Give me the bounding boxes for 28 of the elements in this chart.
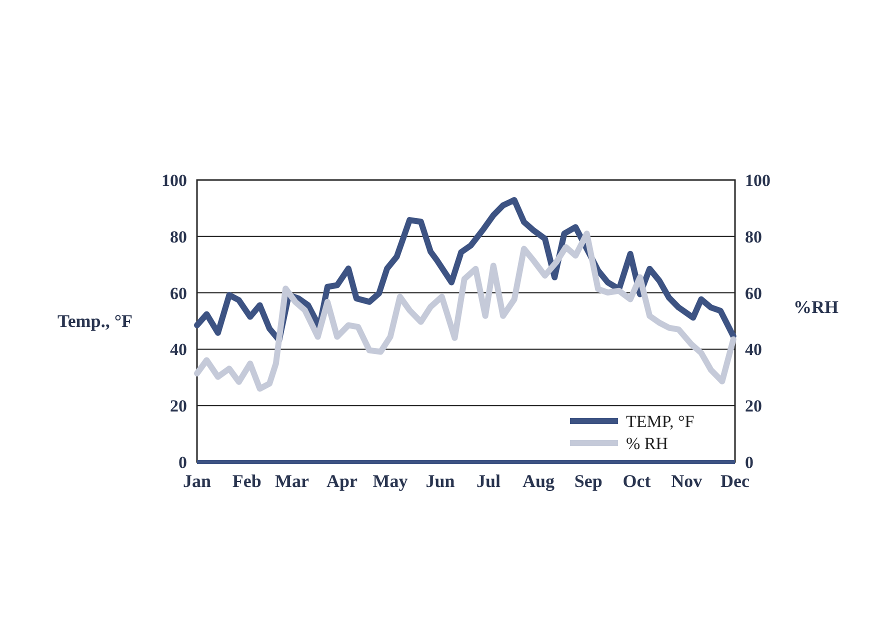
x-tick-label: May xyxy=(372,471,408,491)
y2-axis-title: %RH xyxy=(794,297,838,317)
y2-tick-label: 80 xyxy=(745,227,762,246)
legend-label: % RH xyxy=(626,434,668,453)
y2-tick-label: 0 xyxy=(745,453,754,472)
x-tick-label: Aug xyxy=(522,471,554,491)
y-tick-label: 20 xyxy=(170,396,187,416)
legend-label: TEMP, °F xyxy=(626,412,694,431)
y-axis-title: Temp., °F xyxy=(57,311,133,331)
x-tick-label: Sep xyxy=(574,471,602,491)
y-tick-label: 60 xyxy=(170,284,187,303)
y2-tick-label: 20 xyxy=(745,396,762,416)
x-tick-label: Jan xyxy=(182,471,212,491)
x-tick-label: Mar xyxy=(275,471,310,491)
y2-tick-label: 40 xyxy=(745,340,762,360)
y-tick-label: 100 xyxy=(162,171,187,190)
y-tick-label: 80 xyxy=(170,227,187,246)
x-tick-label: Jul xyxy=(476,471,501,491)
x-tick-label: Feb xyxy=(232,471,262,491)
y2-tick-label: 100 xyxy=(745,171,770,190)
x-tick-label: Dec xyxy=(720,471,750,491)
y2-tick-label: 60 xyxy=(745,284,762,303)
x-tick-label: Jun xyxy=(426,471,455,491)
y-tick-label: 40 xyxy=(170,340,187,360)
x-tick-label: Oct xyxy=(622,471,651,491)
x-tick-label: Nov xyxy=(671,471,702,491)
y-tick-label: 0 xyxy=(178,453,187,472)
x-tick-label: Apr xyxy=(326,471,358,491)
